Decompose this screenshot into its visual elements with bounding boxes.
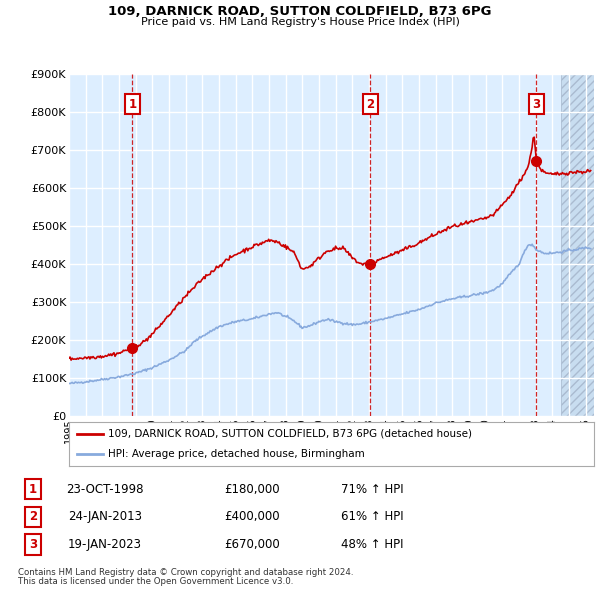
Text: 3: 3 <box>29 538 37 551</box>
Text: 2: 2 <box>29 510 37 523</box>
Text: 48% ↑ HPI: 48% ↑ HPI <box>341 538 403 551</box>
Text: £670,000: £670,000 <box>224 538 280 551</box>
Text: This data is licensed under the Open Government Licence v3.0.: This data is licensed under the Open Gov… <box>18 578 293 586</box>
Text: 24-JAN-2013: 24-JAN-2013 <box>68 510 142 523</box>
Text: 23-OCT-1998: 23-OCT-1998 <box>66 483 144 496</box>
Text: Price paid vs. HM Land Registry's House Price Index (HPI): Price paid vs. HM Land Registry's House … <box>140 17 460 27</box>
Text: 61% ↑ HPI: 61% ↑ HPI <box>341 510 403 523</box>
Text: 71% ↑ HPI: 71% ↑ HPI <box>341 483 403 496</box>
Text: HPI: Average price, detached house, Birmingham: HPI: Average price, detached house, Birm… <box>109 449 365 459</box>
Text: 19-JAN-2023: 19-JAN-2023 <box>68 538 142 551</box>
Bar <box>560 74 594 416</box>
Text: 109, DARNICK ROAD, SUTTON COLDFIELD, B73 6PG: 109, DARNICK ROAD, SUTTON COLDFIELD, B73… <box>108 5 492 18</box>
Text: 1: 1 <box>29 483 37 496</box>
Text: £400,000: £400,000 <box>224 510 280 523</box>
Text: 109, DARNICK ROAD, SUTTON COLDFIELD, B73 6PG (detached house): 109, DARNICK ROAD, SUTTON COLDFIELD, B73… <box>109 429 472 439</box>
Text: Contains HM Land Registry data © Crown copyright and database right 2024.: Contains HM Land Registry data © Crown c… <box>18 568 353 577</box>
Text: 1: 1 <box>128 98 137 111</box>
Bar <box>560 74 594 416</box>
Text: 3: 3 <box>532 98 541 111</box>
Text: 2: 2 <box>366 98 374 111</box>
Text: £180,000: £180,000 <box>224 483 280 496</box>
